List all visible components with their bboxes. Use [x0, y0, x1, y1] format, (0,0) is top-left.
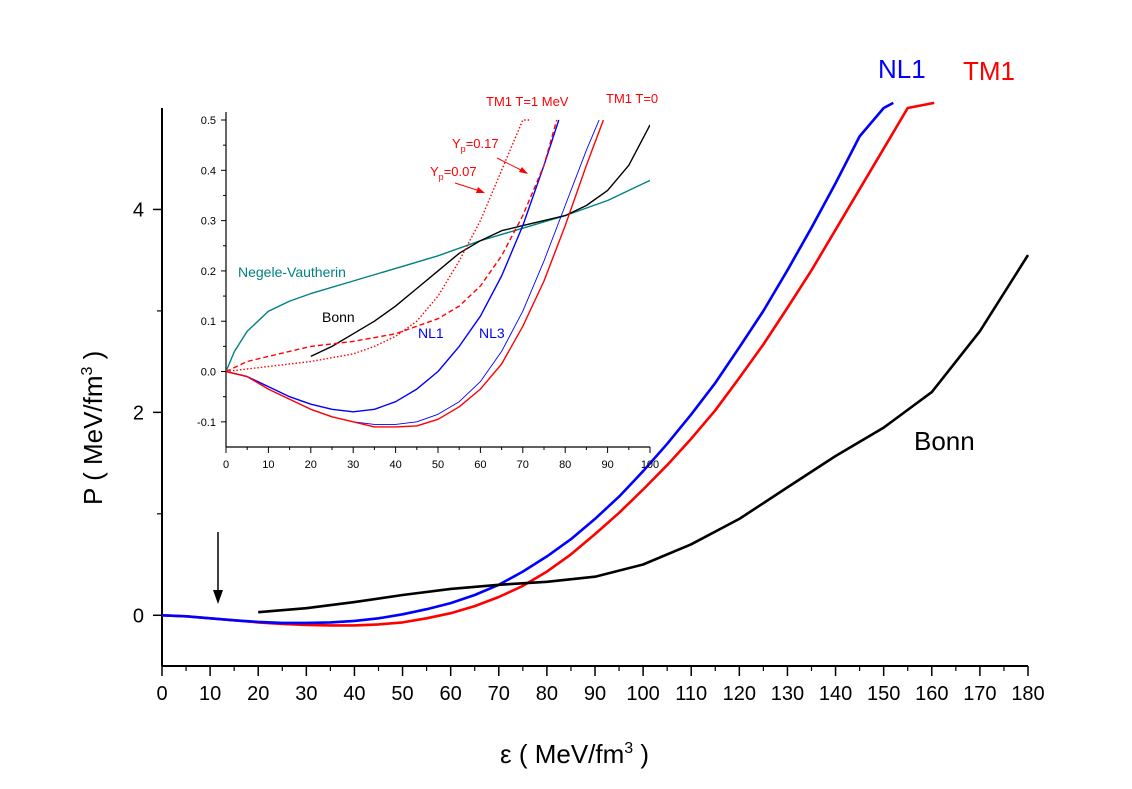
- inset-series-line-nl1: [226, 119, 560, 413]
- inset-x-tick-label: 40: [389, 459, 401, 471]
- inset-x-tick-label: 100: [641, 459, 659, 471]
- main-x-tick-label: 150: [867, 683, 900, 705]
- main-x-tick-label: 0: [156, 683, 167, 705]
- inset-annotation-tm1-t0: TM1 T=0: [606, 91, 658, 106]
- main-x-tick-label: 70: [488, 683, 510, 705]
- main-axes: 0 10 20 30 40 50 60 70 80 90 100 110 120 130 140 150 160…: [133, 108, 1045, 705]
- main-x-tick-label: 60: [440, 683, 462, 705]
- main-series-group: [162, 101, 1030, 627]
- main-x-tick-label: 120: [723, 683, 756, 705]
- inset-x-tick-label: 60: [474, 459, 486, 471]
- inset-arrowhead-yp-007: [476, 187, 485, 193]
- inset-x-tick-label: 70: [517, 459, 529, 471]
- main-y-tick-label: 2: [133, 402, 144, 424]
- main-x-tick-label: 40: [343, 683, 365, 705]
- main-x-tick-label: 130: [771, 683, 804, 705]
- inset-arrowhead-yp-017: [519, 167, 528, 174]
- main-x-tick-label: 180: [1011, 683, 1044, 705]
- inset-y-tick-label: 0.1: [201, 316, 216, 328]
- series-label-nl1: NL1: [878, 54, 926, 84]
- inset-y-tick-label: 0.3: [201, 216, 216, 228]
- main-x-tick-label: 10: [199, 683, 221, 705]
- main-series-line-bonn: [258, 254, 1030, 614]
- inset-label-nl1: NL1: [418, 325, 444, 341]
- inset-x-tick-label: 90: [601, 459, 613, 471]
- main-x-tick-label: 90: [584, 683, 606, 705]
- inset-x-tick-label: 50: [432, 459, 444, 471]
- inset-y-tick-label: 0.4: [201, 165, 216, 177]
- main-y-tick-label: 0: [133, 605, 144, 627]
- main-series-line-tm1: [162, 101, 935, 627]
- main-x-tick-label: 170: [963, 683, 996, 705]
- inset-x-tick-label: 80: [559, 459, 571, 471]
- main-x-tick-label: 50: [391, 683, 413, 705]
- main-x-tick-label: 140: [819, 683, 852, 705]
- x-axis-title: ε ( MeV/fm3 ): [500, 739, 649, 769]
- inset-label-bonn: Bonn: [322, 309, 355, 325]
- main-x-tick-label: 30: [295, 683, 317, 705]
- main-x-tick-label: 110: [675, 683, 707, 705]
- inset-series-line-bonn: [310, 124, 650, 358]
- main-x-tick-label: 160: [915, 683, 948, 705]
- inset-annotation-tm1-t1: TM1 T=1 MeV: [486, 94, 569, 109]
- inset-annotation-yp-007: Yp=0.07: [430, 164, 477, 182]
- series-label-bonn: Bonn: [914, 426, 975, 456]
- inset-x-tick-label: 30: [347, 459, 359, 471]
- inset-series-line-tm1-t-1-mev-yp-0-17: [226, 119, 558, 373]
- inset-series-line-tm1-t-0: [226, 119, 605, 428]
- main-x-tick-label: 80: [536, 683, 558, 705]
- inset-x-tick-label: 0: [223, 459, 229, 471]
- inset-y-tick-label: -0.1: [197, 417, 216, 429]
- inset-series-line-tm1-t-1-mev-yp-0-07: [226, 119, 532, 373]
- main-y-tick-label: 4: [133, 199, 144, 221]
- series-label-tm1: TM1: [963, 56, 1015, 86]
- inset-y-tick-label: 0.2: [201, 266, 216, 278]
- main-x-tick-label: 100: [626, 683, 659, 705]
- y-axis-title: P ( MeV/fm3 ): [78, 351, 108, 505]
- inset-series-group: [226, 119, 650, 428]
- inset-axes: 0 10 20 30 40 50 60 70 80 90 100 -0.1 0.0 0.1 0.2 0.3 0.…: [197, 112, 659, 471]
- inset-x-tick-label: 10: [262, 459, 274, 471]
- inset-label-negele-vautherin: Negele-Vautherin: [238, 264, 346, 280]
- inset-y-tick-label: 0.5: [201, 115, 216, 127]
- inset-y-tick-label: 0.0: [201, 367, 216, 379]
- inset-label-nl3: NL3: [479, 325, 505, 341]
- inset-annotation-yp-017: Yp=0.17: [452, 136, 499, 154]
- inset-x-tick-label: 20: [305, 459, 317, 471]
- main-x-tick-label: 20: [247, 683, 269, 705]
- main-arrowhead: [213, 590, 223, 604]
- main-series-line-nl1: [162, 101, 894, 625]
